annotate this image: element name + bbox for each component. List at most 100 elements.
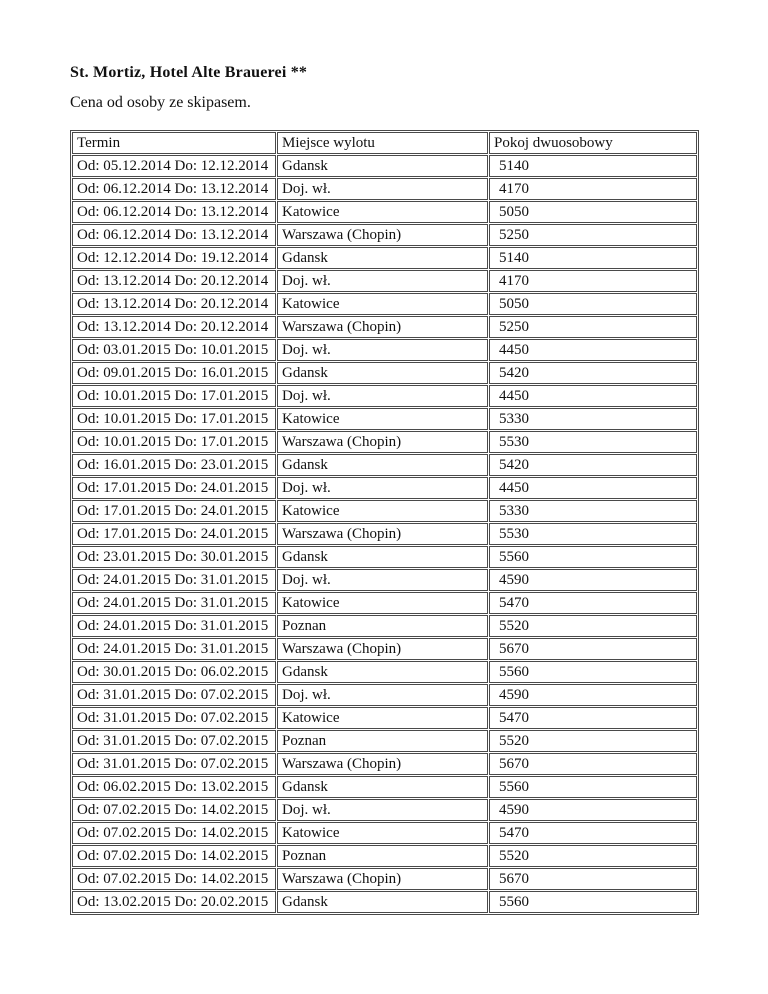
termin-cell: Od: 30.01.2015 Do: 06.02.2015 (72, 661, 276, 683)
pokoj-dwuosobowy-cell: 4590 (489, 569, 697, 591)
pokoj-dwuosobowy-cell: 5520 (489, 845, 697, 867)
termin-cell: Od: 24.01.2015 Do: 31.01.2015 (72, 615, 276, 637)
termin-cell: Od: 17.01.2015 Do: 24.01.2015 (72, 500, 276, 522)
column-header-miejsce-wylotu: Miejsce wylotu (277, 132, 488, 154)
table-row: Od: 17.01.2015 Do: 24.01.2015 Doj. wł. 4… (72, 477, 697, 499)
termin-cell: Od: 07.02.2015 Do: 14.02.2015 (72, 822, 276, 844)
table-row: Od: 24.01.2015 Do: 31.01.2015 Poznan 552… (72, 615, 697, 637)
pokoj-dwuosobowy-cell: 5520 (489, 615, 697, 637)
miejsce-wylotu-cell: Warszawa (Chopin) (277, 431, 488, 453)
table-row: Od: 07.02.2015 Do: 14.02.2015 Katowice 5… (72, 822, 697, 844)
pokoj-dwuosobowy-cell: 4590 (489, 799, 697, 821)
pokoj-dwuosobowy-cell: 5330 (489, 408, 697, 430)
miejsce-wylotu-cell: Poznan (277, 730, 488, 752)
miejsce-wylotu-cell: Warszawa (Chopin) (277, 523, 488, 545)
pokoj-dwuosobowy-cell: 5420 (489, 454, 697, 476)
pokoj-dwuosobowy-cell: 5560 (489, 546, 697, 568)
miejsce-wylotu-cell: Poznan (277, 845, 488, 867)
pokoj-dwuosobowy-cell: 4170 (489, 178, 697, 200)
miejsce-wylotu-cell: Gdansk (277, 362, 488, 384)
termin-cell: Od: 13.12.2014 Do: 20.12.2014 (72, 316, 276, 338)
pokoj-dwuosobowy-cell: 5470 (489, 707, 697, 729)
pokoj-dwuosobowy-cell: 5670 (489, 868, 697, 890)
table-row: Od: 05.12.2014 Do: 12.12.2014 Gdansk 514… (72, 155, 697, 177)
pokoj-dwuosobowy-cell: 4450 (489, 477, 697, 499)
table-row: Od: 03.01.2015 Do: 10.01.2015 Doj. wł. 4… (72, 339, 697, 361)
termin-cell: Od: 13.02.2015 Do: 20.02.2015 (72, 891, 276, 913)
termin-cell: Od: 06.12.2014 Do: 13.12.2014 (72, 178, 276, 200)
miejsce-wylotu-cell: Warszawa (Chopin) (277, 868, 488, 890)
miejsce-wylotu-cell: Katowice (277, 500, 488, 522)
miejsce-wylotu-cell: Doj. wł. (277, 477, 488, 499)
pokoj-dwuosobowy-cell: 5530 (489, 523, 697, 545)
table-row: Od: 13.12.2014 Do: 20.12.2014 Warszawa (… (72, 316, 697, 338)
miejsce-wylotu-cell: Doj. wł. (277, 799, 488, 821)
miejsce-wylotu-cell: Doj. wł. (277, 385, 488, 407)
table-row: Od: 10.01.2015 Do: 17.01.2015 Warszawa (… (72, 431, 697, 453)
miejsce-wylotu-cell: Gdansk (277, 661, 488, 683)
table-row: Od: 17.01.2015 Do: 24.01.2015 Warszawa (… (72, 523, 697, 545)
pokoj-dwuosobowy-cell: 5530 (489, 431, 697, 453)
pokoj-dwuosobowy-cell: 5670 (489, 753, 697, 775)
table-header-row: Termin Miejsce wylotu Pokoj dwuosobowy (72, 132, 697, 154)
table-row: Od: 07.02.2015 Do: 14.02.2015 Warszawa (… (72, 868, 697, 890)
pokoj-dwuosobowy-cell: 5670 (489, 638, 697, 660)
table-row: Od: 13.12.2014 Do: 20.12.2014 Doj. wł. 4… (72, 270, 697, 292)
termin-cell: Od: 13.12.2014 Do: 20.12.2014 (72, 270, 276, 292)
miejsce-wylotu-cell: Poznan (277, 615, 488, 637)
pokoj-dwuosobowy-cell: 5560 (489, 661, 697, 683)
table-row: Od: 31.01.2015 Do: 07.02.2015 Katowice 5… (72, 707, 697, 729)
pokoj-dwuosobowy-cell: 5140 (489, 155, 697, 177)
termin-cell: Od: 07.02.2015 Do: 14.02.2015 (72, 799, 276, 821)
table-row: Od: 16.01.2015 Do: 23.01.2015 Gdansk 542… (72, 454, 697, 476)
table-row: Od: 10.01.2015 Do: 17.01.2015 Katowice 5… (72, 408, 697, 430)
table-row: Od: 13.02.2015 Do: 20.02.2015 Gdansk 556… (72, 891, 697, 913)
pokoj-dwuosobowy-cell: 4450 (489, 385, 697, 407)
column-header-pokoj-dwuosobowy: Pokoj dwuosobowy (489, 132, 697, 154)
miejsce-wylotu-cell: Katowice (277, 592, 488, 614)
pokoj-dwuosobowy-cell: 5560 (489, 776, 697, 798)
termin-cell: Od: 06.02.2015 Do: 13.02.2015 (72, 776, 276, 798)
miejsce-wylotu-cell: Doj. wł. (277, 339, 488, 361)
termin-cell: Od: 10.01.2015 Do: 17.01.2015 (72, 408, 276, 430)
miejsce-wylotu-cell: Gdansk (277, 546, 488, 568)
miejsce-wylotu-cell: Doj. wł. (277, 684, 488, 706)
table-row: Od: 23.01.2015 Do: 30.01.2015 Gdansk 556… (72, 546, 697, 568)
termin-cell: Od: 31.01.2015 Do: 07.02.2015 (72, 707, 276, 729)
termin-cell: Od: 13.12.2014 Do: 20.12.2014 (72, 293, 276, 315)
miejsce-wylotu-cell: Katowice (277, 293, 488, 315)
pokoj-dwuosobowy-cell: 5250 (489, 224, 697, 246)
miejsce-wylotu-cell: Gdansk (277, 454, 488, 476)
termin-cell: Od: 10.01.2015 Do: 17.01.2015 (72, 385, 276, 407)
pokoj-dwuosobowy-cell: 5520 (489, 730, 697, 752)
termin-cell: Od: 06.12.2014 Do: 13.12.2014 (72, 201, 276, 223)
pokoj-dwuosobowy-cell: 5560 (489, 891, 697, 913)
termin-cell: Od: 12.12.2014 Do: 19.12.2014 (72, 247, 276, 269)
table-row: Od: 06.12.2014 Do: 13.12.2014 Doj. wł. 4… (72, 178, 697, 200)
table-row: Od: 30.01.2015 Do: 06.02.2015 Gdansk 556… (72, 661, 697, 683)
page-subtitle: Cena od osoby ze skipasem. (70, 94, 251, 111)
miejsce-wylotu-cell: Gdansk (277, 247, 488, 269)
miejsce-wylotu-cell: Doj. wł. (277, 569, 488, 591)
miejsce-wylotu-cell: Warszawa (Chopin) (277, 224, 488, 246)
table-row: Od: 07.02.2015 Do: 14.02.2015 Poznan 552… (72, 845, 697, 867)
table-row: Od: 24.01.2015 Do: 31.01.2015 Warszawa (… (72, 638, 697, 660)
termin-cell: Od: 24.01.2015 Do: 31.01.2015 (72, 592, 276, 614)
table-row: Od: 31.01.2015 Do: 07.02.2015 Poznan 552… (72, 730, 697, 752)
miejsce-wylotu-cell: Doj. wł. (277, 270, 488, 292)
termin-cell: Od: 17.01.2015 Do: 24.01.2015 (72, 523, 276, 545)
miejsce-wylotu-cell: Katowice (277, 707, 488, 729)
table-row: Od: 06.12.2014 Do: 13.12.2014 Warszawa (… (72, 224, 697, 246)
table-row: Od: 06.02.2015 Do: 13.02.2015 Gdansk 556… (72, 776, 697, 798)
miejsce-wylotu-cell: Doj. wł. (277, 178, 488, 200)
table-row: Od: 06.12.2014 Do: 13.12.2014 Katowice 5… (72, 201, 697, 223)
table-row: Od: 13.12.2014 Do: 20.12.2014 Katowice 5… (72, 293, 697, 315)
pokoj-dwuosobowy-cell: 5140 (489, 247, 697, 269)
termin-cell: Od: 07.02.2015 Do: 14.02.2015 (72, 868, 276, 890)
table-row: Od: 31.01.2015 Do: 07.02.2015 Doj. wł. 4… (72, 684, 697, 706)
miejsce-wylotu-cell: Gdansk (277, 776, 488, 798)
pokoj-dwuosobowy-cell: 5050 (489, 201, 697, 223)
miejsce-wylotu-cell: Katowice (277, 201, 488, 223)
document-page: St. Mortiz, Hotel Alte Brauerei ** Cena … (70, 64, 699, 915)
termin-cell: Od: 23.01.2015 Do: 30.01.2015 (72, 546, 276, 568)
